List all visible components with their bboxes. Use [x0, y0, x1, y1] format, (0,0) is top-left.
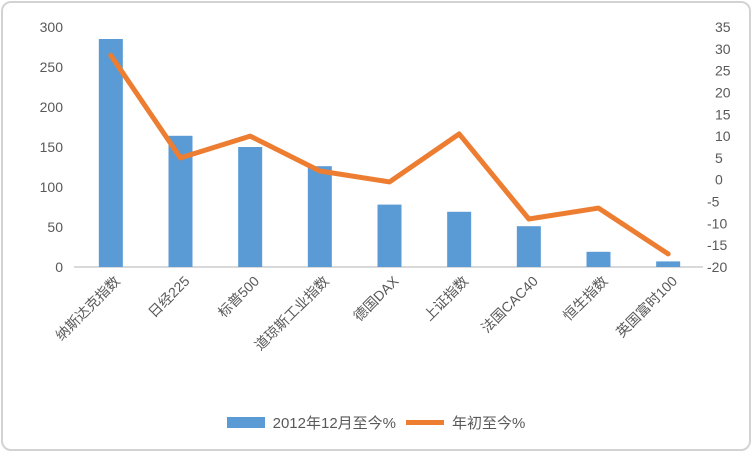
bar-7: [586, 251, 611, 267]
y-axis-right-tick-label: 35: [715, 19, 731, 35]
y-axis-right-tick-label: -20: [707, 259, 727, 275]
x-axis-category-label: 德国DAX: [350, 272, 402, 324]
y-axis-right-tick-label: 15: [715, 106, 731, 122]
y-axis-right-tick-label: -15: [707, 237, 727, 253]
x-axis-category-label: 日经225: [145, 273, 193, 321]
y-axis-left-tick-label: 300: [40, 19, 64, 35]
x-axis-category-label: 法国CAC40: [478, 273, 541, 336]
y-axis-right-tick-label: 10: [715, 128, 731, 144]
y-axis-right-tick-label: 5: [715, 150, 723, 166]
legend-bar-swatch-icon: [226, 417, 265, 428]
y-axis-left-tick-label: 150: [40, 139, 64, 155]
x-axis-category-label: 纳斯达克指数: [52, 273, 123, 344]
bar-8: [656, 261, 681, 267]
legend-bar-series-label: 2012年12月至今%: [272, 415, 397, 432]
y-axis-right-tick-label: 25: [715, 63, 731, 79]
y-axis-left-tick-label: 200: [40, 99, 64, 115]
trend-line: [108, 52, 671, 257]
y-axis-right-tick-label: 20: [715, 84, 731, 100]
x-axis-category-label: 道琼斯工业指数: [251, 273, 332, 354]
bar-5: [447, 211, 472, 267]
y-axis-left-tick-label: 0: [55, 259, 63, 275]
legend-line-swatch-icon: [406, 420, 445, 425]
x-axis-category-label: 恒生指数: [560, 273, 611, 324]
x-axis-category-label: 标普500: [215, 273, 263, 321]
bar-2: [238, 147, 263, 267]
x-axis-category-label: 英国富时100: [613, 273, 681, 341]
x-axis-category-label: 上证指数: [420, 273, 471, 324]
legend-item-bar-series: 2012年12月至今%: [226, 412, 397, 433]
y-axis-left-tick-label: 100: [40, 179, 64, 195]
y-axis-right-tick-label: -5: [707, 194, 720, 210]
legend-line-series-label: 年初至今%: [452, 415, 526, 432]
y-axis-right-tick-label: 30: [715, 41, 731, 57]
bar-0: [98, 39, 123, 267]
combo-chart: 0 50 100 150 200 250 300 -20 -15 -10 -5 0 5 10 15 20 25 3…: [40, 19, 731, 354]
bar-6: [516, 226, 541, 267]
y-axis-right-tick-label: -10: [707, 215, 727, 231]
legend: 2012年12月至今% 年初至今%: [3, 412, 749, 433]
y-axis-left-tick-label: 250: [40, 59, 64, 75]
bar-3: [307, 166, 332, 267]
bar-4: [377, 204, 402, 267]
legend-item-line-series: 年初至今%: [406, 412, 525, 433]
y-axis-left-tick-label: 50: [47, 219, 63, 235]
y-axis-right-tick-label: 0: [715, 172, 723, 188]
